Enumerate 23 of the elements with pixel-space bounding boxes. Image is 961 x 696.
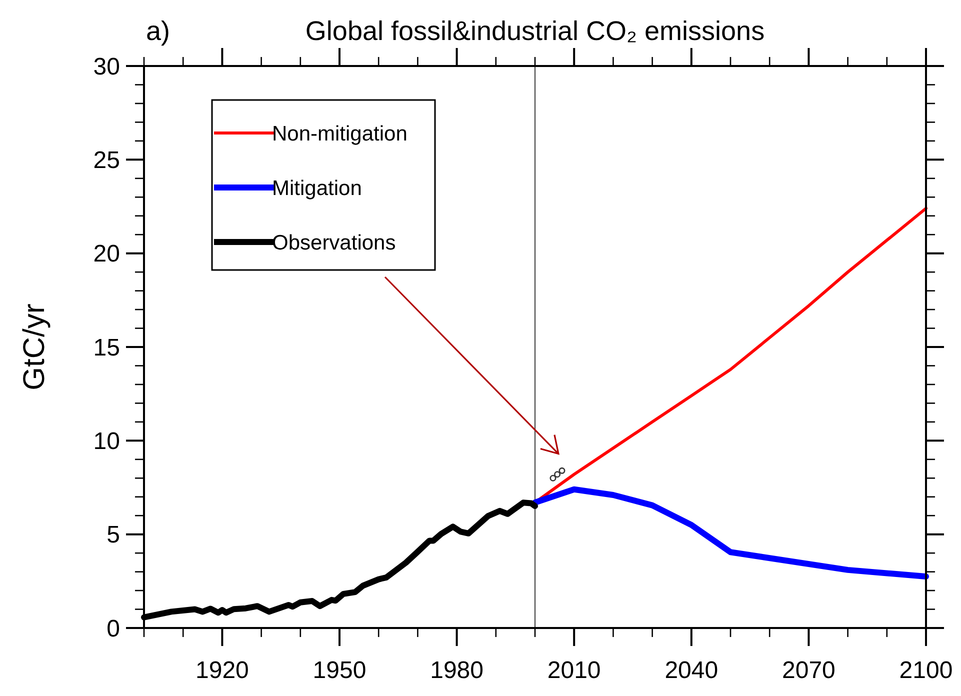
chart-title: Global fossil&industrial CO₂ emissions — [305, 16, 765, 46]
legend-label: Mitigation — [272, 176, 362, 200]
x-tick-label: 2010 — [547, 657, 601, 684]
y-tick-label: 30 — [93, 53, 120, 80]
x-tick-label: 2070 — [782, 657, 836, 684]
y-tick-label: 20 — [93, 240, 120, 268]
point — [550, 474, 556, 482]
x-tick-label: 1980 — [430, 657, 484, 684]
x-tick-label: 2040 — [664, 657, 718, 684]
point — [554, 471, 561, 478]
legend-label: Observations — [272, 231, 396, 254]
y-tick-label: 10 — [93, 428, 120, 456]
y-tick-label: 0 — [106, 615, 120, 642]
legend-label: Non-mitigation — [272, 122, 408, 146]
y-tick-label: 25 — [93, 147, 120, 174]
y-tick-label: 5 — [106, 522, 120, 549]
x-tick-label: 1920 — [196, 657, 249, 684]
y-axis-title: GtC/yr — [18, 304, 51, 390]
point — [558, 467, 566, 474]
x-tick-label: 1950 — [312, 657, 366, 684]
text: a) — [146, 16, 170, 46]
y-tick-label: 15 — [93, 334, 120, 362]
x-tick-label: 2100 — [899, 657, 953, 684]
